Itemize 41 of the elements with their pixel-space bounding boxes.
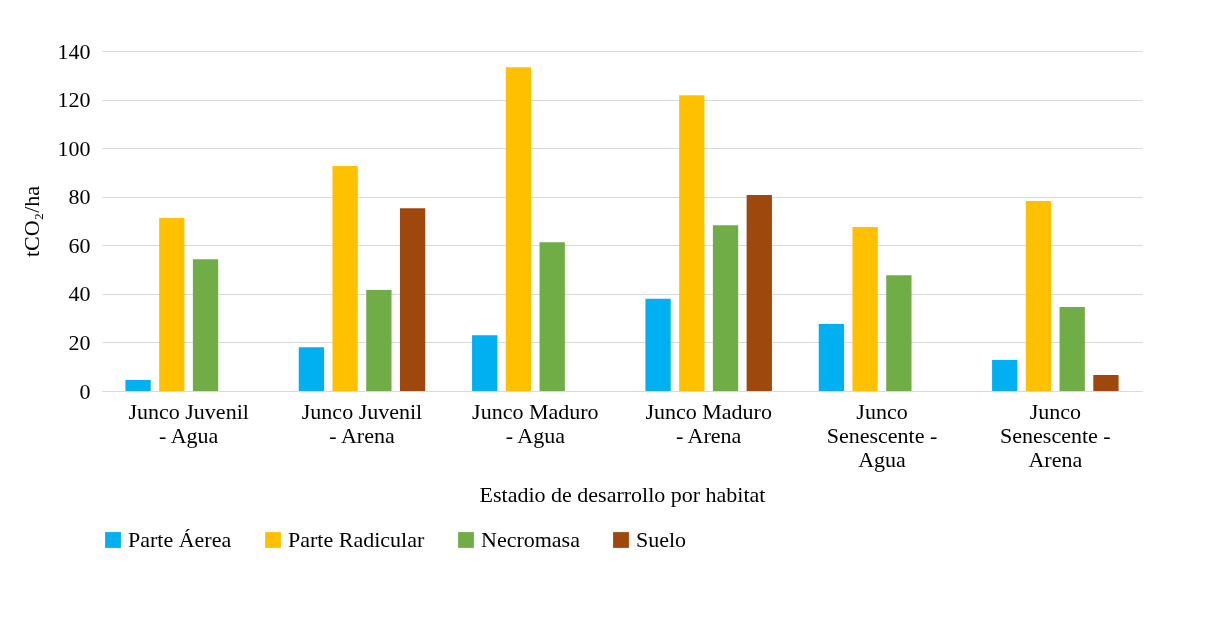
y-tick-label: 0 — [79, 378, 91, 404]
legend-label: Parte Áerea — [128, 527, 232, 552]
bar — [712, 225, 739, 391]
bar — [125, 380, 151, 391]
bar — [192, 259, 219, 391]
bar — [746, 195, 772, 391]
x-tick-label: Junco Maduro - Agua — [472, 398, 599, 448]
y-axis-title: tCO₂/ha — [18, 185, 44, 258]
y-tick-label: 100 — [57, 135, 91, 161]
x-tick-label: Junco Senescente - Agua — [826, 398, 938, 472]
x-tick-label: Junco Senescente - Arena — [1000, 398, 1111, 472]
bar — [366, 289, 392, 391]
bar — [159, 218, 185, 391]
bar — [539, 242, 565, 391]
bar — [1025, 201, 1052, 391]
y-tick-label: 140 — [57, 38, 91, 64]
bar — [472, 335, 498, 391]
legend-label: Parte Radicular — [288, 527, 425, 552]
y-tick-label: 60 — [68, 232, 91, 258]
bar — [399, 208, 426, 391]
bar — [886, 275, 912, 391]
bar — [992, 359, 1018, 391]
bar — [505, 67, 532, 391]
legend-label: Suelo — [636, 527, 687, 552]
y-tick-label: 40 — [68, 281, 91, 307]
bar — [1059, 306, 1085, 391]
bar — [818, 323, 845, 391]
bar — [645, 298, 671, 391]
y-tick-label: 80 — [68, 184, 91, 210]
bar — [679, 95, 705, 391]
bar — [332, 166, 358, 391]
bar — [852, 227, 878, 391]
x-axis-title: Estadio de desarrollo por habitat — [479, 481, 766, 507]
y-tick-label: 120 — [57, 87, 91, 113]
bar — [298, 347, 325, 391]
x-tick-label: Junco Juvenil - Agua — [128, 398, 249, 448]
x-tick-label: Junco Juvenil - Arena — [301, 398, 423, 448]
bar — [1093, 374, 1119, 391]
legend-label: Necromasa — [481, 527, 581, 552]
x-tick-label: Junco Maduro - Arena — [645, 398, 772, 448]
y-tick-label: 20 — [68, 329, 91, 355]
